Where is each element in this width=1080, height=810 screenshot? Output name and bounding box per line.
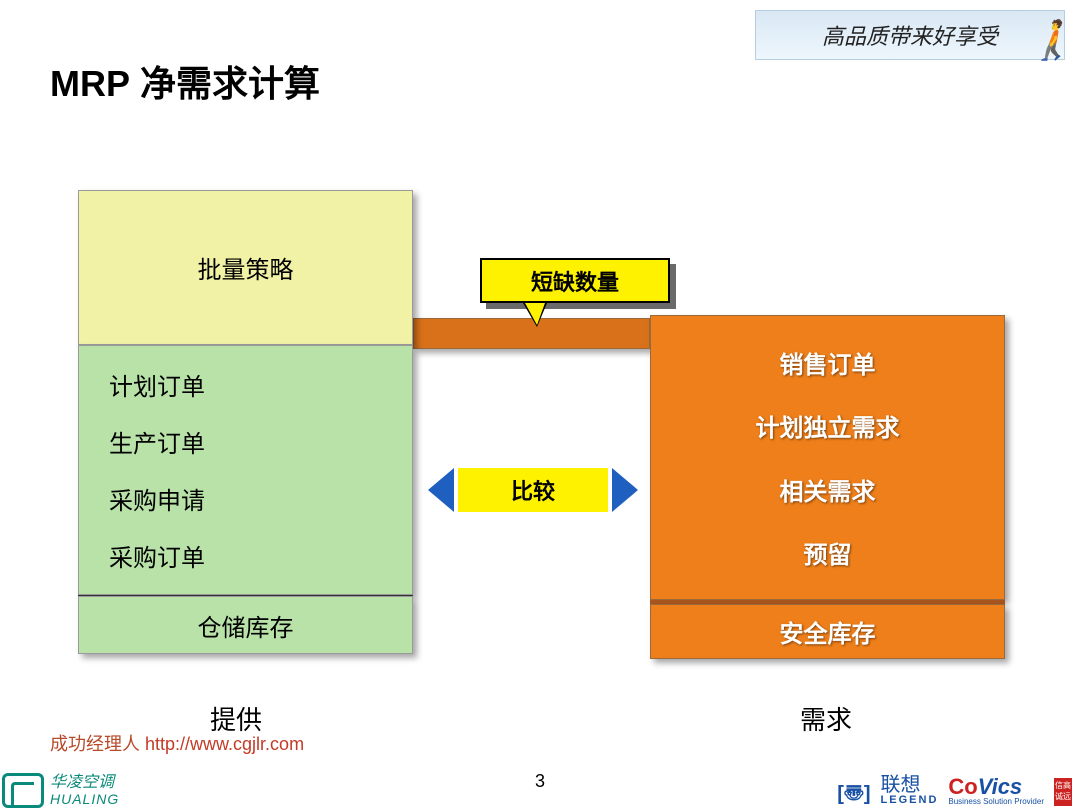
legend-zh: 联想	[881, 775, 939, 795]
batch-strategy-box: 批量策略	[78, 190, 413, 345]
arrow-left-icon	[428, 468, 454, 512]
footer-link-url[interactable]: http://www.cgjlr.com	[145, 734, 304, 754]
shortage-tail	[525, 303, 545, 325]
hualing-logo: 华凌空调 HUALING	[2, 773, 119, 808]
hualing-zh: 华凌空调	[50, 775, 119, 791]
header-slogan: 高品质带来好享受	[822, 19, 998, 51]
page-number: 3	[535, 771, 545, 792]
shortage-label: 短缺数量	[531, 265, 619, 297]
warehouse-stock-box: 仓储库存	[78, 596, 413, 654]
mascot-icon: 🚶	[1029, 19, 1076, 63]
demand-orders-box: 销售订单 计划独立需求 相关需求 预留	[650, 315, 1005, 600]
hualing-mark-icon	[2, 773, 44, 808]
hualing-en: HUALING	[50, 791, 119, 807]
shortage-callout: 短缺数量	[480, 258, 670, 303]
legend-en: LEGEND	[881, 795, 939, 806]
safety-stock-box: 安全库存	[650, 604, 1005, 659]
supply-item: 采购申请	[109, 481, 382, 516]
covics-badge-icon: 信高诚远	[1054, 778, 1072, 806]
demand-item: 计划独立需求	[756, 408, 900, 443]
batch-strategy-label: 批量策略	[198, 250, 294, 285]
covics-logo: CoVics Business Solution Provider	[948, 776, 1044, 806]
supply-orders-box: 计划订单 生产订单 采购申请 采购订单	[78, 345, 413, 595]
compare-group: 比较	[428, 468, 638, 512]
footer-link: 成功经理人 http://www.cgjlr.com	[50, 730, 304, 756]
title-bold: MRP	[50, 63, 130, 104]
supply-item: 采购订单	[109, 538, 382, 573]
warehouse-stock-label: 仓储库存	[198, 608, 294, 643]
compare-box: 比较	[458, 468, 608, 512]
arrow-right-icon	[612, 468, 638, 512]
demand-item: 预留	[804, 535, 852, 570]
covics-name: CoVics	[948, 776, 1022, 798]
supply-column: 批量策略 计划订单 生产订单 采购申请 采购订单 仓储库存	[78, 190, 413, 654]
supply-item: 生产订单	[109, 424, 382, 459]
covics-sub: Business Solution Provider	[948, 798, 1044, 806]
title-rest: 净需求计算	[130, 63, 320, 104]
demand-item: 相关需求	[780, 472, 876, 507]
legend-mark-icon: [〠]	[837, 777, 870, 806]
right-logos: [〠] 联想 LEGEND CoVics Business Solution P…	[837, 775, 1072, 806]
safety-stock-label: 安全库存	[780, 614, 876, 649]
page-title: MRP 净需求计算	[50, 55, 320, 107]
legend-logo: 联想 LEGEND	[881, 775, 939, 806]
shortage-box: 短缺数量	[480, 258, 670, 303]
footer-link-label: 成功经理人	[50, 734, 145, 754]
demand-bottom-label: 需求	[800, 700, 852, 737]
compare-label: 比较	[511, 474, 555, 506]
supply-item: 计划订单	[109, 367, 382, 402]
demand-item: 销售订单	[780, 345, 876, 380]
demand-column: 销售订单 计划独立需求 相关需求 预留 安全库存	[650, 315, 1005, 659]
header-banner: 高品质带来好享受 🚶	[755, 10, 1065, 60]
